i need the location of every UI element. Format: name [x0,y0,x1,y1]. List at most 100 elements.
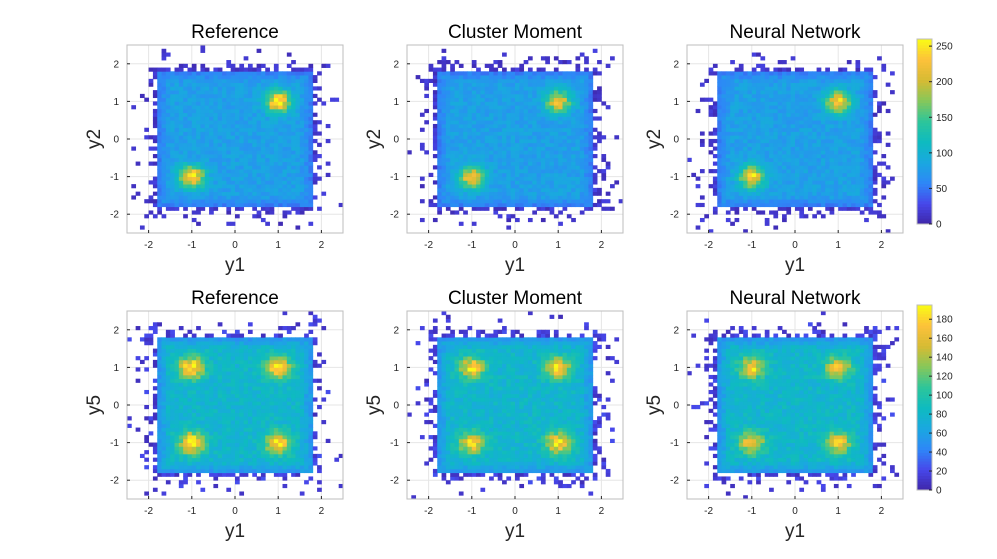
heatmap-cell [247,123,253,129]
heatmap-cell [204,67,210,72]
y-tick-label: -2 [390,210,399,221]
heatmap-cell [196,191,201,196]
heatmap-cell [851,105,856,110]
heatmap-cell [712,154,718,159]
heatmap-cell [204,202,210,208]
heatmap-cell [217,93,223,99]
heatmap-cell [183,172,188,177]
heatmap-cell [790,86,796,91]
heatmap-cell [256,146,262,151]
heatmap-cell [579,180,585,185]
heatmap-cell [476,202,481,208]
heatmap-cell [493,154,499,159]
heatmap-cell [790,187,796,193]
heatmap-cell [295,105,301,110]
heatmap-cell [476,169,481,174]
heatmap-cell [510,101,516,106]
heatmap-cell [450,176,455,181]
heatmap-cell [463,187,468,193]
heatmap-cell [773,82,779,87]
heatmap-cell [247,105,253,110]
heatmap-cell [161,344,167,349]
heatmap-cell [239,108,245,114]
heatmap-cell [291,75,296,80]
heatmap-cell [747,169,753,174]
heatmap-cell [480,93,486,99]
heatmap-cell [725,157,731,162]
heatmap-cell [851,71,856,76]
heatmap-cell [833,71,839,76]
heatmap-cell [825,67,830,72]
heatmap-cell [157,322,162,327]
heatmap-cell [825,154,830,159]
heatmap-cell [265,142,270,147]
heatmap-cell [157,195,162,200]
heatmap-cell [152,416,158,421]
heatmap-cell [291,82,296,87]
heatmap-cell [527,67,533,72]
heatmap-cell [562,161,568,166]
heatmap-cell [527,217,533,223]
heatmap-cell [200,71,206,76]
heatmap-cell [204,180,210,185]
heatmap-cell [291,146,296,151]
heatmap-cell [829,184,835,189]
heatmap-cell [527,142,533,147]
heatmap-cell [782,191,787,196]
heatmap-cell [441,161,447,166]
heatmap-cell [506,127,512,132]
heatmap-cell [558,221,563,226]
heatmap-cell [226,165,232,170]
heatmap-cell [751,199,757,204]
heatmap-cell [747,154,753,159]
heatmap-cell [450,120,455,125]
heatmap-cell [476,90,481,95]
heatmap-cell [282,184,288,189]
heatmap-cell [605,105,611,110]
heatmap-cell [217,139,223,144]
heatmap-cell [747,108,753,114]
heatmap-cell [230,97,236,102]
heatmap-cell [807,131,813,136]
heatmap-cell [312,180,318,185]
x-tick-label: -1 [467,240,476,251]
heatmap-cell [820,135,826,140]
heatmap-cell [584,135,589,140]
heatmap-cell [308,165,314,170]
heatmap-cell [558,93,563,99]
heatmap-cell [187,397,193,402]
heatmap-cell [317,206,322,211]
heatmap-cell [532,131,537,136]
heatmap-cell [252,184,257,189]
heatmap-cell [295,199,301,204]
heatmap-cell [291,191,296,196]
heatmap-cell [454,116,460,121]
heatmap-cell [846,123,852,129]
heatmap-cell [178,112,184,117]
heatmap-cell [527,75,533,80]
heatmap-cell [540,150,546,155]
heatmap-cell [497,101,503,106]
heatmap-cell [571,90,576,95]
heatmap-cell [230,123,236,129]
heatmap-cell [846,161,852,166]
heatmap-cell [463,123,468,129]
heatmap-cell [157,374,162,380]
heatmap-cell [157,427,162,432]
heatmap-cell [764,187,770,193]
heatmap-cell [243,123,249,129]
heatmap-cell [200,93,206,99]
heatmap-cell [191,101,197,106]
heatmap-cell [312,78,318,83]
heatmap-cell [441,184,447,189]
heatmap-cell [463,195,468,200]
heatmap-cell [450,187,455,193]
heatmap-cell [571,86,576,91]
heatmap-cell [183,199,188,204]
heatmap-cell [226,116,232,121]
heatmap-cell [717,71,722,76]
heatmap-cell [519,127,525,132]
heatmap-cell [795,161,800,166]
heatmap-cell [157,90,162,95]
heatmap-cell [174,154,180,159]
